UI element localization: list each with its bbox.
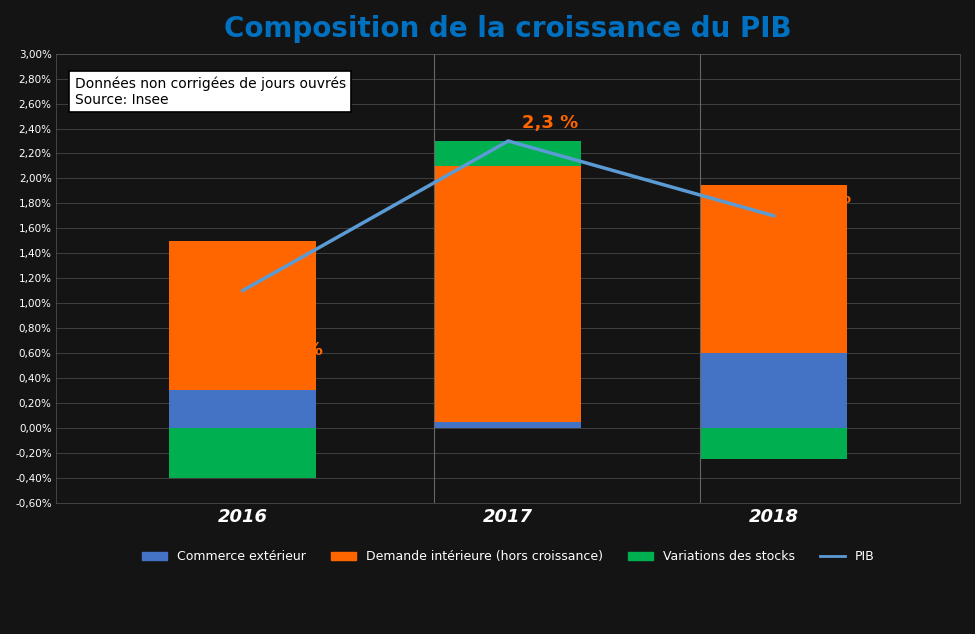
Bar — [170, 241, 316, 391]
Bar — [170, 428, 316, 478]
Bar — [435, 422, 581, 428]
Title: Composition de la croissance du PIB: Composition de la croissance du PIB — [224, 15, 792, 43]
Text: 1,1%: 1,1% — [274, 341, 325, 359]
Text: 2,3 %: 2,3 % — [522, 114, 578, 133]
Bar — [170, 391, 316, 428]
Bar — [701, 184, 847, 353]
Bar — [435, 166, 581, 422]
Bar — [701, 353, 847, 428]
Legend: Commerce extérieur, Demande intérieure (hors croissance), Variations des stocks,: Commerce extérieur, Demande intérieure (… — [136, 545, 879, 568]
Bar — [435, 141, 581, 166]
Text: Données non corrigées de jours ouvrés
Source: Insee: Données non corrigées de jours ouvrés So… — [74, 76, 346, 107]
Text: 1,7 %: 1,7 % — [796, 189, 851, 207]
Bar — [701, 428, 847, 459]
